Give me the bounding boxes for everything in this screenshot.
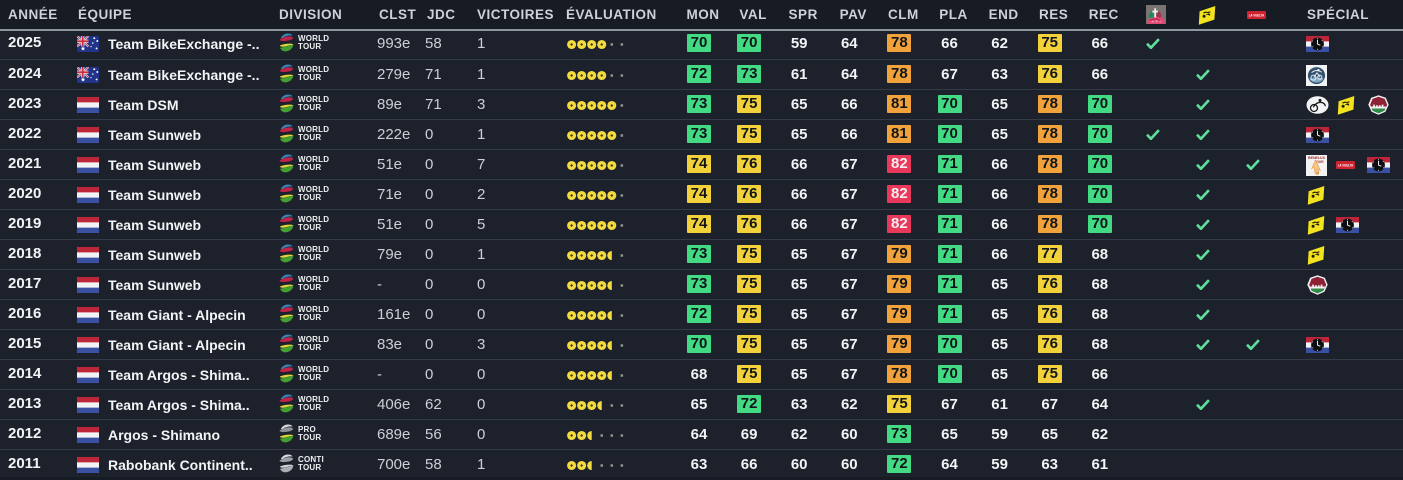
svg-text:BENELUX: BENELUX [1308, 156, 1326, 160]
svg-text:TOUR: TOUR [1315, 160, 1325, 164]
svg-text:LA VUELTA: LA VUELTA [1249, 13, 1265, 18]
svg-text:LA VUELTA: LA VUELTA [1338, 163, 1354, 168]
